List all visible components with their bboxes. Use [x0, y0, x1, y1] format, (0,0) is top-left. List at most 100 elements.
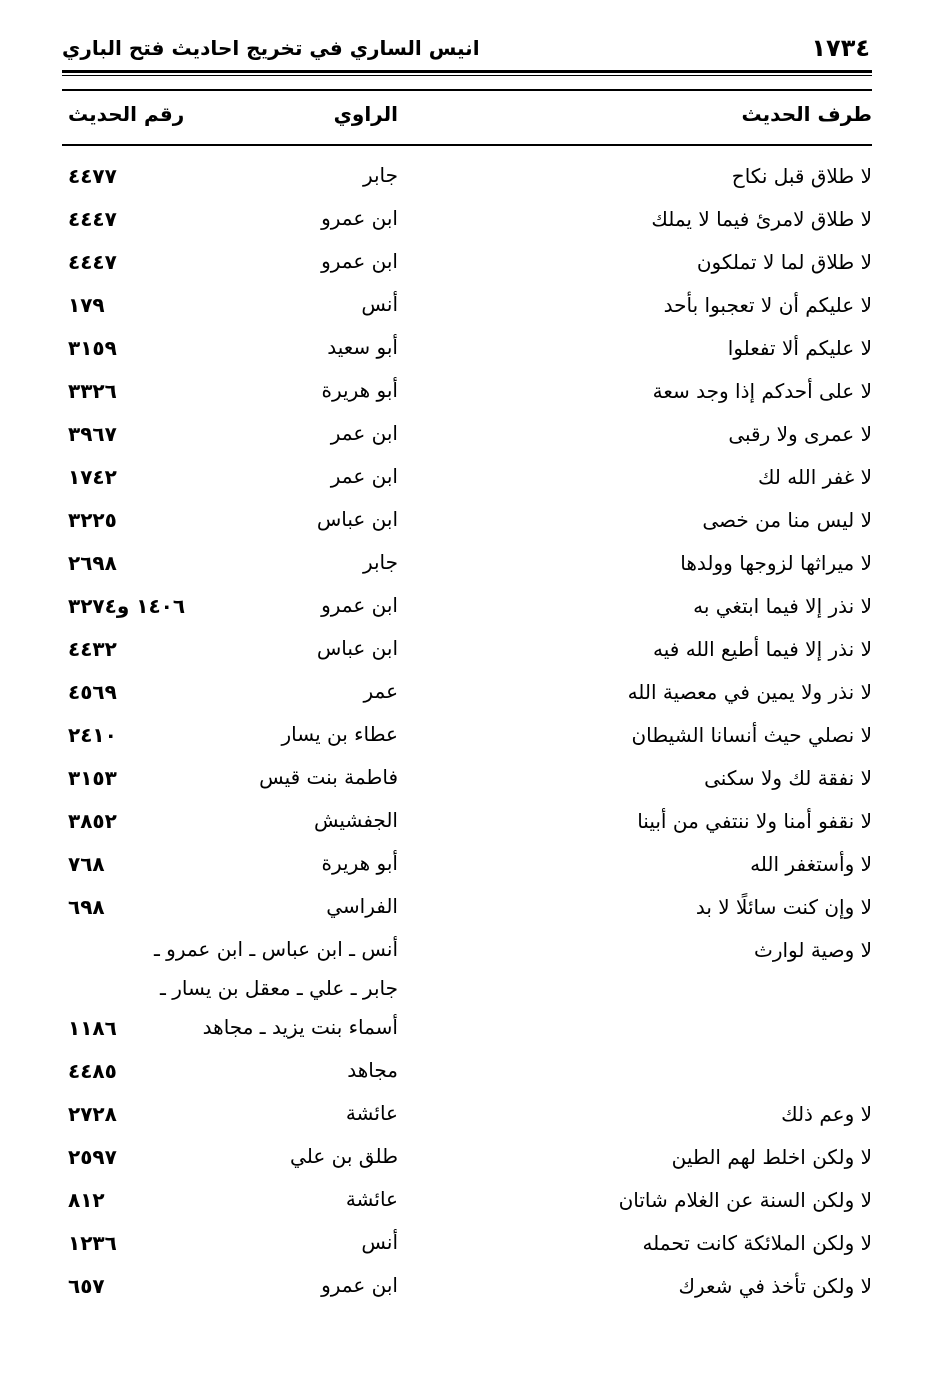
narrator: عمر — [363, 672, 398, 711]
hadith-text: لا طلاق لامرئ فيما لا يملك — [651, 207, 872, 231]
narrator: أبو سعيد — [327, 328, 398, 367]
hadith-number: ٤٤٣٢ — [68, 637, 117, 661]
hadith-text: لا ولكن اخلط لهم الطين — [671, 1145, 872, 1169]
narrator: ابن عمرو — [321, 242, 398, 281]
narrator-line: أسماء بنت يزيد ـ مجاهد — [202, 1015, 398, 1039]
hadith-text: لا طلاق قبل نكاح — [731, 164, 872, 188]
narrator-line: ابن عباس — [316, 636, 398, 660]
table-row: لا عمرى ولا رقبى ابن عمر ٣٩٦٧ — [0, 414, 945, 457]
table-row: مجاهد ٤٤٨٥ — [0, 1051, 945, 1094]
narrator-line: ابن عباس — [316, 507, 398, 531]
table-row: لا وإن كنت سائلًا لا بد الفراسي ٦٩٨ — [0, 887, 945, 930]
page-number: ١٧٣٤ — [811, 34, 870, 62]
hadith-number: ٣٨٥٢ — [68, 809, 117, 833]
hadith-text: لا عليكم أن لا تعجبوا بأحد — [663, 293, 872, 317]
hadith-number: ٧٦٨ — [68, 852, 105, 876]
narrator: ابن عمر — [331, 457, 398, 496]
narrator: ابن عباس — [317, 500, 398, 539]
narrator: أنس ـ ابن عباس ـ ابن عمرو ـ جابر ـ علي ـ … — [154, 930, 398, 1047]
narrator: عائشة — [346, 1180, 398, 1219]
narrator: ابن عباس — [317, 629, 398, 668]
narrator-line: جابر ـ علي ـ معقل بن يسار ـ — [160, 976, 398, 1000]
hadith-number: ١٧٤٢ — [68, 465, 117, 489]
table-row: لا عليكم ألا تفعلوا أبو سعيد ٣١٥٩ — [0, 328, 945, 371]
narrator: ابن عمرو — [321, 1266, 398, 1305]
hadith-text: لا وصية لوارث — [754, 938, 872, 962]
column-header-hadith: طرف الحديث — [741, 102, 873, 126]
table-row: لا عليكم أن لا تعجبوا بأحد أنس ١٧٩ — [0, 285, 945, 328]
hadith-number: ١٢٣٦ — [68, 1231, 117, 1255]
narrator-line: الجفشيش — [313, 808, 398, 832]
narrator-line: طلق بن علي — [290, 1144, 398, 1168]
narrator-line: أبو هريرة — [321, 378, 398, 402]
table-row: لا ولكن السنة عن الغلام شاتان عائشة ٨١٢ — [0, 1180, 945, 1223]
hadith-number: ٤٤٨٥ — [68, 1059, 117, 1083]
hadith-number: ٨١٢ — [68, 1188, 105, 1212]
hadith-text: لا ميراثها لزوجها وولدها — [680, 551, 872, 575]
column-header-number: رقم الحديث — [68, 102, 185, 126]
hadith-number: ٢٤١٠ — [68, 723, 117, 747]
narrator: مجاهد — [347, 1051, 398, 1090]
hadith-text: لا طلاق لما لا تملكون — [696, 250, 872, 274]
hadith-number: ١٤٠٦ و٣٢٧٤ — [68, 594, 186, 618]
narrator: طلق بن علي — [290, 1137, 398, 1176]
narrator: الفراسي — [326, 887, 398, 926]
narrator-line: أنس — [361, 292, 398, 316]
narrator-line: عمر — [363, 679, 398, 703]
hadith-text: لا وعم ذلك — [781, 1102, 872, 1126]
table-row: لا طلاق لامرئ فيما لا يملك ابن عمرو ٤٤٤٧ — [0, 199, 945, 242]
table-row: لا نذر ولا يمين في معصية الله عمر ٤٥٦٩ — [0, 672, 945, 715]
narrator-line: ابن عمر — [330, 421, 398, 445]
narrator-line: ابن عمرو — [321, 1273, 398, 1297]
hadith-text: لا ليس منا من خصى — [702, 508, 872, 532]
narrator: فاطمة بنت قيس — [259, 758, 398, 797]
table-row: لا نفقة لك ولا سكنى فاطمة بنت قيس ٣١٥٣ — [0, 758, 945, 801]
narrator: جابر — [363, 156, 398, 195]
narrator: أبو هريرة — [322, 844, 398, 883]
hadith-text: لا وأستغفر الله — [750, 852, 872, 876]
narrator: ابن عمر — [331, 414, 398, 453]
narrator-line: أبو سعيد — [327, 335, 398, 359]
table-row: لا غفر الله لك ابن عمر ١٧٤٢ — [0, 457, 945, 500]
narrator: أنس — [361, 285, 398, 324]
hadith-text: لا ولكن السنة عن الغلام شاتان — [618, 1188, 872, 1212]
column-header-rule — [62, 144, 872, 146]
hadith-text: لا نقفو أمنا ولا ننتفي من أبينا — [637, 809, 872, 833]
narrator: عطاء بن يسار — [281, 715, 398, 754]
column-header-narrator: الراوي — [333, 102, 398, 126]
hadith-number: ١١٨٦ — [68, 1016, 117, 1040]
table-row: لا ليس منا من خصى ابن عباس ٣٢٢٥ — [0, 500, 945, 543]
narrator-line: ابن عمرو — [321, 206, 398, 230]
table-row: لا نذر إلا فيما أطيع الله فيه ابن عباس ٤٤٣… — [0, 629, 945, 672]
table-row: لا نذر إلا فيما ابتغي به ابن عمرو ١٤٠٦ و٣٢… — [0, 586, 945, 629]
hadith-number: ٢٦٩٨ — [68, 551, 117, 575]
narrator: ابن عمرو — [321, 199, 398, 238]
narrator: الجفشيش — [314, 801, 398, 840]
running-head-title: انيس الساري في تخريج احاديث فتح الباري — [62, 36, 480, 60]
narrator-line: جابر — [362, 163, 398, 187]
table-top-rule — [62, 89, 872, 91]
hadith-text: لا ولكن الملائكة كانت تحمله — [642, 1231, 872, 1255]
narrator-line: عائشة — [345, 1187, 398, 1211]
hadith-text: لا غفر الله لك — [757, 465, 872, 489]
table-row: لا نقفو أمنا ولا ننتفي من أبينا الجفشيش ٣٨… — [0, 801, 945, 844]
hadith-text: لا نذر إلا فيما أطيع الله فيه — [653, 637, 872, 661]
hadith-number: ٣٩٦٧ — [68, 422, 117, 446]
table-row: لا وعم ذلك عائشة ٢٧٢٨ — [0, 1094, 945, 1137]
header-rule-thick — [62, 70, 872, 73]
hadith-text: لا على أحدكم إذا وجد سعة — [652, 379, 872, 403]
hadith-text: لا نذر ولا يمين في معصية الله — [627, 680, 872, 704]
hadith-text: لا عليكم ألا تفعلوا — [727, 336, 872, 360]
narrator-line: عائشة — [345, 1101, 398, 1125]
narrator-line: عطاء بن يسار — [281, 722, 398, 746]
hadith-number: ٣١٥٩ — [68, 336, 117, 360]
table-row: لا طلاق قبل نكاح جابر ٤٤٧٧ — [0, 156, 945, 199]
narrator-line: ابن عمر — [330, 464, 398, 488]
narrator: جابر — [363, 543, 398, 582]
table-row: لا وأستغفر الله أبو هريرة ٧٦٨ — [0, 844, 945, 887]
hadith-number: ٦٩٨ — [68, 895, 105, 919]
narrator-line: أنس ـ ابن عباس ـ ابن عمرو ـ — [153, 937, 398, 961]
narrator: أنس — [361, 1223, 398, 1262]
hadith-number: ٤٥٦٩ — [68, 680, 117, 704]
hadith-text: لا عمرى ولا رقبى — [728, 422, 872, 446]
